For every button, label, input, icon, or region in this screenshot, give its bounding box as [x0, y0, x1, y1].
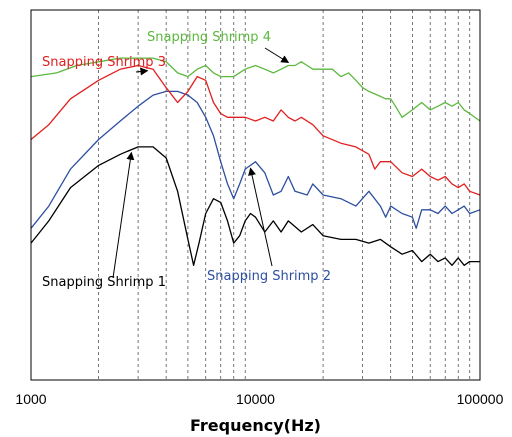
- x-tick-label: 1000: [15, 391, 46, 407]
- series-line: [30, 57, 481, 122]
- x-tick-labels: 1000 10000 100000: [15, 391, 503, 407]
- grid-lines: [98, 10, 471, 380]
- x-tick-label: 100000: [457, 391, 504, 407]
- series-line: [30, 90, 481, 229]
- series-annotation-label: Snapping Shrimp 4: [147, 30, 271, 45]
- series-lines: [30, 57, 481, 266]
- annotation-arrow: [264, 47, 290, 64]
- x-tick-label: 10000: [236, 391, 275, 407]
- series-annotation-label: Snapping Shrimp 3: [42, 55, 166, 70]
- series-line: [30, 64, 481, 196]
- x-axis-label: Frequency(Hz): [190, 416, 321, 435]
- series-annotation-label: Snapping Shrimp 1: [42, 275, 166, 290]
- series-annotation-label: Snapping Shrimp 2: [207, 269, 331, 284]
- annotation-arrow: [112, 151, 135, 279]
- series-annotations: Snapping Shrimp 1 Snapping Shrimp 2 Snappi…: [42, 30, 331, 290]
- annotation-arrow: [135, 67, 149, 76]
- annotation-arrow: [248, 167, 273, 267]
- series-line: [30, 146, 480, 266]
- plot-frame: [30, 9, 481, 381]
